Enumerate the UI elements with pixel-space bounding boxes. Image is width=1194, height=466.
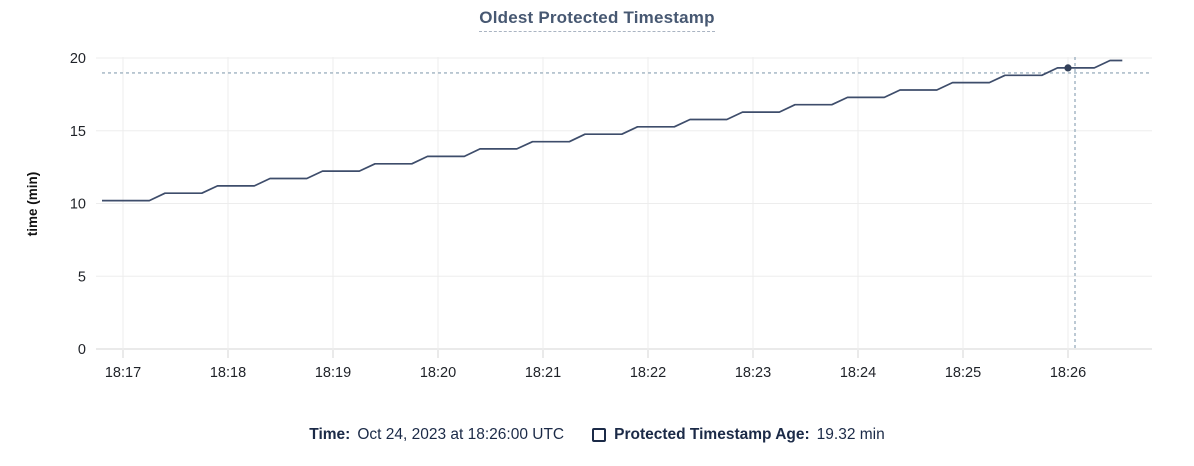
x-tick-label: 18:17 — [105, 365, 141, 381]
series-checkbox-icon[interactable] — [592, 428, 607, 442]
y-tick-label: 20 — [70, 51, 86, 67]
x-tick-label: 18:22 — [630, 365, 666, 381]
x-tick-label: 18:24 — [840, 365, 876, 381]
x-tick-label: 18:21 — [525, 365, 561, 381]
line-chart[interactable]: 0 5 10 15 20 18:17 18:18 18:19 18:20 18:21 18:22 18… — [0, 0, 1194, 412]
legend-item-protected-timestamp-age[interactable]: Protected Timestamp Age: 19.32 min — [592, 426, 885, 444]
chart-title-row: Oldest Protected Timestamp — [0, 8, 1194, 32]
series-value: 19.32 min — [816, 426, 885, 443]
hover-time: Time: Oct 24, 2023 at 18:26:00 UTC — [309, 426, 564, 444]
y-tick-label: 0 — [78, 342, 86, 358]
x-tick-label: 18:18 — [210, 365, 246, 381]
x-tick-label: 18:19 — [315, 365, 351, 381]
y-tick-label: 5 — [78, 269, 86, 285]
hover-time-label: Time: — [309, 426, 351, 443]
x-tick-label: 18:23 — [735, 365, 771, 381]
y-axis-title: time (min) — [25, 172, 40, 237]
y-tick-label: 10 — [70, 197, 86, 213]
x-tick-label: 18:20 — [420, 365, 456, 381]
hover-time-value: Oct 24, 2023 at 18:26:00 UTC — [357, 426, 565, 443]
chart-hover-legend: Time: Oct 24, 2023 at 18:26:00 UTC Prote… — [0, 422, 1194, 448]
chart-title[interactable]: Oldest Protected Timestamp — [479, 8, 715, 32]
x-tick-label: 18:25 — [945, 365, 981, 381]
y-tick-label: 15 — [70, 124, 86, 140]
x-tick-label: 18:26 — [1050, 365, 1086, 381]
hover-dot — [1064, 64, 1072, 72]
series-label: Protected Timestamp Age: — [614, 426, 810, 443]
series-line-protected-timestamp-age — [102, 59, 1123, 202]
